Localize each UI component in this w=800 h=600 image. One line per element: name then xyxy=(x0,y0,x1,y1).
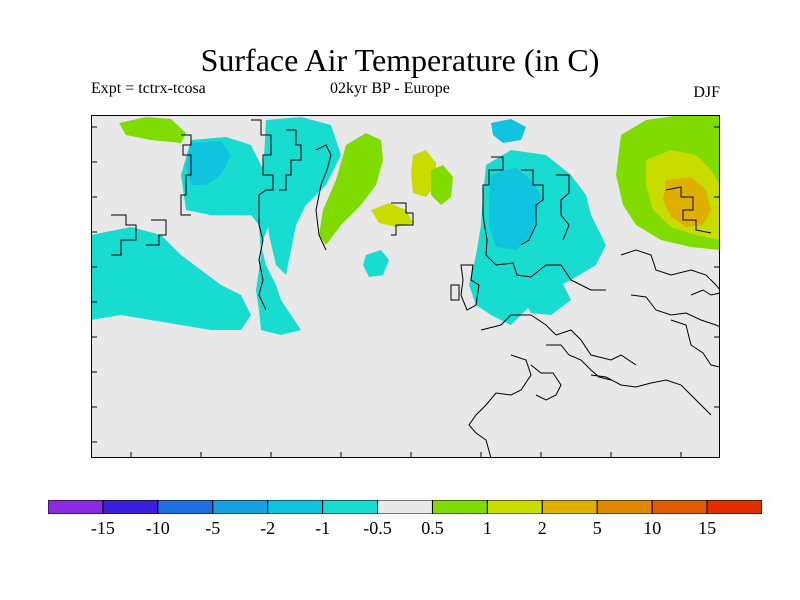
color-legend xyxy=(48,500,762,514)
legend-tick-label: -5 xyxy=(205,518,221,538)
legend-swatch xyxy=(651,500,708,514)
temperature-map xyxy=(91,115,720,458)
legend-swatch xyxy=(157,500,214,514)
greenland-cyan xyxy=(181,137,301,335)
legend-tick-label: 1 xyxy=(482,518,492,538)
central-cyan xyxy=(263,117,341,275)
legend-swatch xyxy=(541,500,598,514)
legend-swatch xyxy=(322,500,379,514)
legend-tick-labels: -15 -10 -5 -2 -1 -0.5 0.5 1 2 5 10 15 xyxy=(0,518,800,538)
plot-title: Surface Air Temperature (in C) xyxy=(200,42,600,78)
russia-orange xyxy=(663,177,711,227)
north-atlantic-green xyxy=(431,165,453,205)
legend-tick-label: -2 xyxy=(260,518,276,538)
legend-tick-label: -10 xyxy=(145,518,170,538)
top-left-green xyxy=(119,117,186,143)
west-atlantic-cyan xyxy=(91,227,251,330)
legend-tick-label: -0.5 xyxy=(363,518,392,538)
iceland-green xyxy=(319,133,383,245)
legend-swatch xyxy=(431,500,488,514)
experiment-label: Expt = tctrx-tcosa xyxy=(91,80,206,97)
legend-swatch xyxy=(212,500,269,514)
legend-swatch xyxy=(706,500,762,514)
north-atlantic-yellow xyxy=(411,150,436,197)
scandinavia-blue xyxy=(489,167,541,250)
legend-tick-label: 10 xyxy=(643,518,662,538)
legend-tick-label: 2 xyxy=(537,518,547,538)
season-label: DJF xyxy=(693,84,720,101)
norwegian-sea-blue xyxy=(491,119,526,143)
map-frame xyxy=(91,115,720,458)
period-label: 02kyr BP - Europe xyxy=(330,80,450,97)
legend-swatch xyxy=(102,500,159,514)
legend-swatch xyxy=(48,500,104,514)
legend-tick-label: 15 xyxy=(698,518,717,538)
coastlines xyxy=(111,119,720,458)
legend-tick-label: 5 xyxy=(592,518,602,538)
greenland-blue xyxy=(186,141,231,185)
legend-swatch xyxy=(486,500,543,514)
baltic-cyan xyxy=(516,275,571,315)
legend-tick-label: -15 xyxy=(90,518,115,538)
iceland-yellow xyxy=(371,203,413,227)
legend-tick-label: -1 xyxy=(315,518,331,538)
legend-swatch xyxy=(596,500,653,514)
legend-swatch xyxy=(377,500,433,514)
atlantic-cyan-spot xyxy=(363,250,389,277)
legend-tick-label: 0.5 xyxy=(421,518,444,538)
legend-swatch xyxy=(267,500,324,514)
